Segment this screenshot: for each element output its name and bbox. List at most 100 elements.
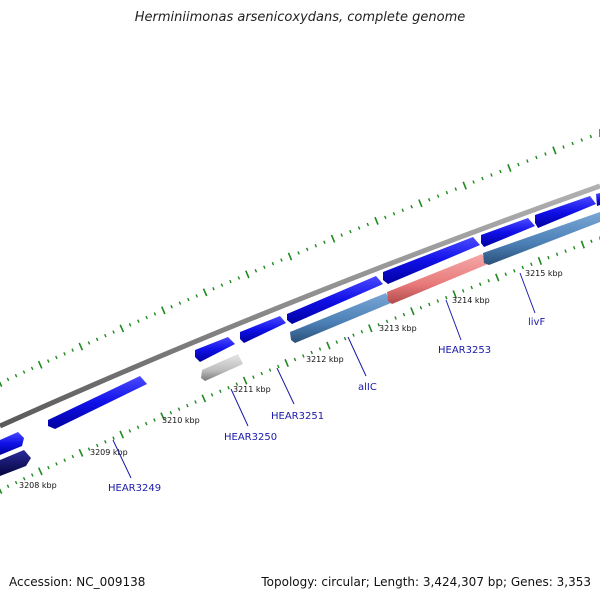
tick-mark (235, 382, 239, 386)
leader-line (445, 299, 462, 341)
tick-mark (589, 134, 593, 139)
gene-label[interactable]: HEAR3251 (271, 411, 324, 422)
tick-mark (136, 425, 140, 429)
tick-mark (237, 276, 241, 280)
gene-feature[interactable] (0, 432, 24, 455)
genome-summary-text: Topology: circular; Length: 3,424,307 bp… (261, 575, 591, 589)
gene-label[interactable]: HEAR3253 (438, 345, 491, 356)
tick-mark (227, 386, 230, 390)
tick-mark (452, 290, 457, 299)
tick-mark (202, 288, 208, 297)
tick-mark (366, 222, 370, 227)
gene-feature[interactable] (290, 293, 391, 343)
gene-labels: HEAR3249 HEAR3250 HEAR3251 alIC HEAR3253… (108, 317, 545, 494)
tick-mark (368, 324, 373, 333)
gene-feature[interactable] (240, 316, 286, 343)
tick-mark (37, 360, 43, 369)
tick-label: 3214 kbp (452, 296, 490, 305)
tick-mark (530, 262, 533, 266)
tick-mark (119, 430, 125, 439)
tick-mark (562, 145, 565, 149)
tick-mark (323, 240, 326, 244)
gene-feature[interactable] (48, 376, 147, 429)
tick-mark (177, 407, 181, 411)
tick-mark (0, 381, 3, 387)
tick-mark (571, 141, 574, 146)
tick-mark (78, 342, 84, 351)
tick-mark (499, 169, 502, 174)
tick-mark (513, 269, 516, 273)
tick-mark (428, 302, 431, 307)
tick-mark (462, 181, 467, 190)
tick-mark (95, 337, 99, 342)
gene-feature[interactable] (535, 196, 596, 228)
gene-label[interactable]: HEAR3250 (224, 432, 277, 443)
outer-tick-ring (0, 129, 600, 387)
tick-mark (507, 164, 512, 172)
gene-feature[interactable] (287, 276, 383, 324)
tick-mark (287, 252, 293, 261)
tick-mark (153, 418, 156, 422)
gene-feature[interactable] (483, 212, 600, 265)
tick-mark (544, 152, 547, 156)
tick-mark (212, 287, 215, 291)
tick-mark (402, 312, 406, 317)
gene-label[interactable]: alIC (358, 382, 377, 393)
tick-mark (47, 465, 50, 470)
tick-mark (30, 473, 34, 477)
tick-mark (552, 146, 557, 155)
tick-mark (445, 190, 449, 195)
tick-mark (14, 373, 18, 378)
tick-mark (14, 480, 18, 485)
tick-mark (55, 355, 58, 360)
gene-label[interactable]: HEAR3249 (108, 483, 161, 494)
tick-mark (178, 301, 182, 305)
tick-mark (318, 347, 322, 351)
tick-mark (419, 306, 423, 310)
tick-mark (410, 307, 415, 316)
tick-mark (78, 448, 84, 457)
tick-mark (186, 403, 189, 408)
tick-mark (293, 357, 297, 362)
accession-text: Accession: NC_009138 (9, 575, 146, 589)
tick-mark (263, 265, 266, 269)
tick-mark (210, 393, 214, 397)
gene-label[interactable]: livF (528, 317, 545, 328)
tick-mark (478, 282, 482, 286)
tick-mark (104, 440, 107, 444)
gene-feature[interactable] (195, 337, 235, 362)
leader-line (519, 272, 536, 314)
tick-mark (340, 233, 343, 237)
gene-feature[interactable] (596, 193, 600, 206)
gene-label-leaders (112, 272, 536, 479)
tick-mark (145, 315, 148, 320)
tick-label: 3210 kbp (162, 416, 200, 425)
tick-mark (297, 251, 300, 255)
reverse-strand-features (0, 212, 600, 476)
tick-mark (87, 341, 91, 345)
tick-mark (436, 194, 440, 198)
tick-mark (461, 289, 465, 293)
tick-mark (201, 394, 207, 403)
tick-mark (6, 377, 10, 382)
tick-mark (55, 462, 58, 466)
tick-mark (30, 366, 34, 371)
tick-mark (537, 256, 543, 265)
gene-feature[interactable] (201, 354, 243, 381)
tick-label: 3212 kbp (306, 355, 344, 364)
gene-feature[interactable] (481, 218, 535, 247)
tick-mark (71, 348, 74, 352)
tick-mark (526, 159, 529, 163)
gene-feature[interactable] (383, 237, 480, 284)
tick-mark (194, 400, 197, 404)
tick-mark (260, 371, 264, 376)
tick-mark (555, 252, 559, 257)
tick-mark (580, 138, 583, 142)
tick-mark (0, 488, 3, 494)
gene-feature[interactable] (0, 450, 31, 476)
tick-mark (229, 279, 232, 284)
gene-feature[interactable] (387, 254, 488, 304)
tick-mark (284, 358, 289, 368)
tick-mark (410, 205, 413, 209)
